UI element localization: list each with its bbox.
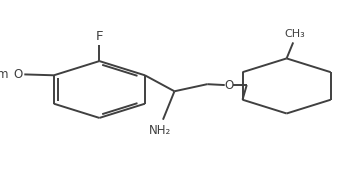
Text: CH₃: CH₃ [285,29,305,38]
Text: O: O [224,79,233,92]
Text: O: O [13,68,22,81]
Text: NH₂: NH₂ [149,124,171,137]
Text: m: m [0,68,9,81]
Text: F: F [96,30,103,43]
